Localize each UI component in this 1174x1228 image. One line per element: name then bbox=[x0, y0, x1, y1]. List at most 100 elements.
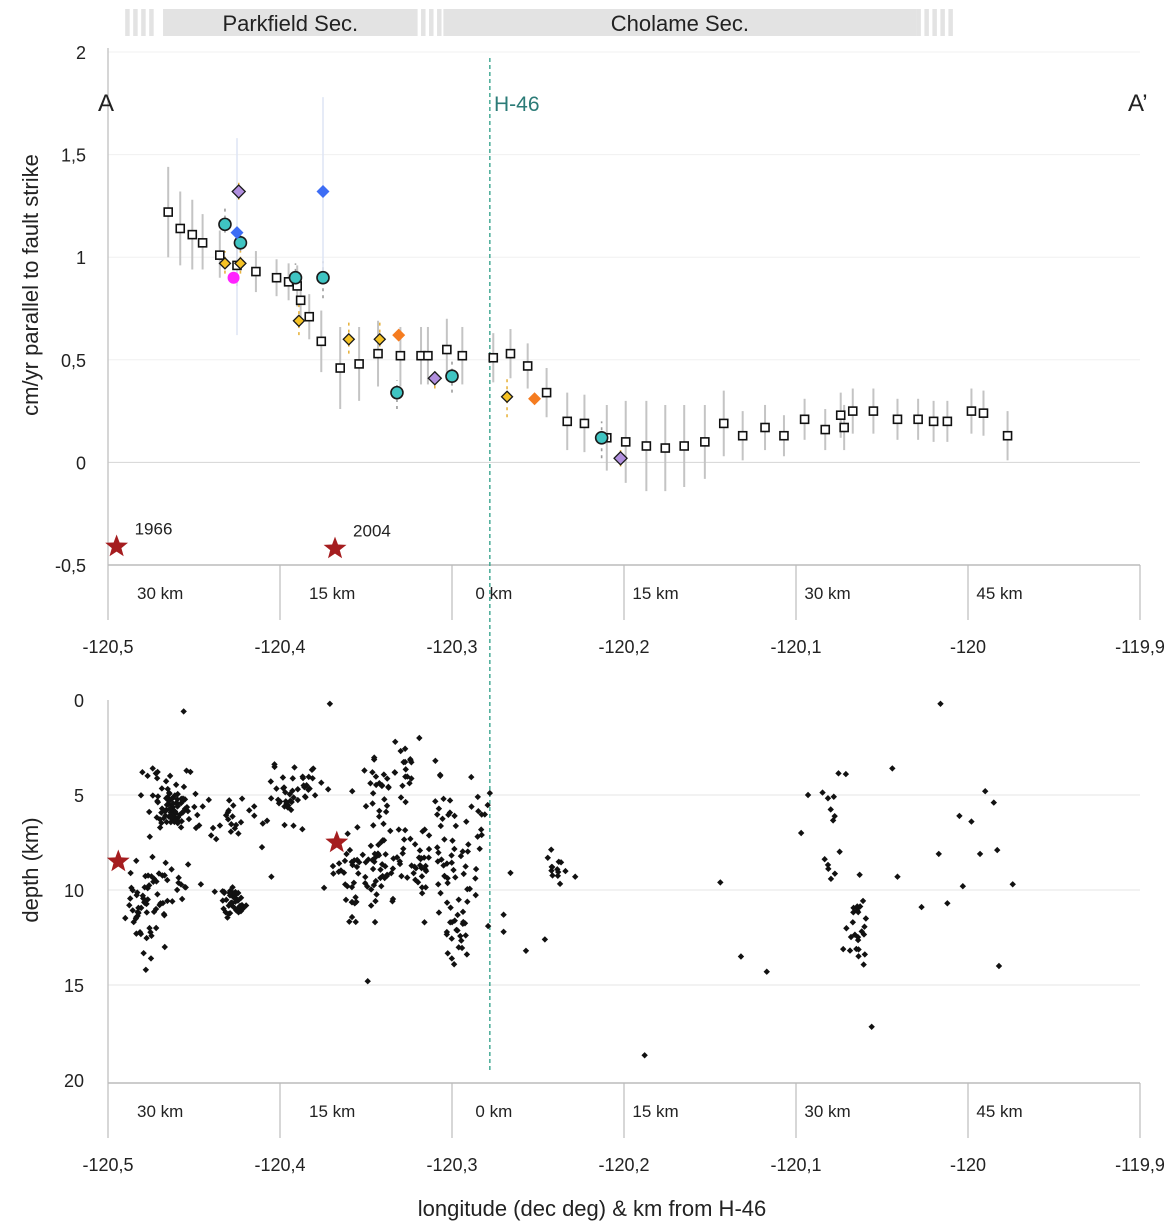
hypocentre-point bbox=[819, 789, 826, 796]
lon-tick-label: -120,1 bbox=[770, 637, 821, 657]
hypocentre-point bbox=[150, 875, 158, 882]
hypocentre-point bbox=[372, 877, 380, 885]
hypocentre-point bbox=[418, 889, 426, 897]
creep-ytick-label: 2 bbox=[76, 43, 86, 63]
hypocentre-point bbox=[391, 769, 398, 776]
hypocentre-point bbox=[475, 808, 482, 815]
hypocentre-point bbox=[163, 801, 171, 809]
hypocentre-point bbox=[444, 879, 451, 887]
hypocentre-point bbox=[463, 818, 470, 825]
lon-tick-label: -120,1 bbox=[770, 1155, 821, 1175]
creep-square-point bbox=[304, 311, 315, 322]
hypocentre-point bbox=[763, 968, 770, 975]
hypocentre-point bbox=[142, 966, 150, 973]
hypocentre-point bbox=[641, 1052, 648, 1059]
hypocentre-point bbox=[147, 929, 154, 936]
hypocentre-point bbox=[370, 881, 378, 889]
hypocentre-point bbox=[468, 803, 475, 810]
hypocentre-point bbox=[122, 914, 129, 922]
hypocentre-point bbox=[378, 838, 385, 845]
hypocentre-point bbox=[372, 854, 379, 861]
hypocentre-point bbox=[437, 822, 444, 830]
creep-square-point bbox=[354, 359, 364, 369]
hypocentre-point bbox=[144, 772, 151, 780]
creep-square-point bbox=[737, 430, 748, 441]
hypocentre-point bbox=[444, 950, 451, 957]
hypocentre-point bbox=[376, 813, 383, 820]
hypocentre-point bbox=[392, 738, 399, 745]
hypocentre-point bbox=[220, 905, 227, 912]
hypocentre-point bbox=[450, 866, 457, 874]
hypocentre-point bbox=[443, 899, 451, 906]
creep-square-point bbox=[799, 414, 810, 425]
hypocentre-point bbox=[344, 883, 351, 890]
hypocentre-point bbox=[437, 889, 444, 897]
hypocentre-point bbox=[935, 850, 942, 858]
hypocentre-point bbox=[373, 891, 380, 898]
hypocentre-point bbox=[402, 766, 409, 773]
hypocentre-point bbox=[399, 782, 406, 789]
creep-square-point bbox=[541, 387, 552, 398]
hypocentre-point bbox=[821, 856, 828, 863]
lon-tick-label: -120,5 bbox=[82, 1155, 133, 1175]
lon-tick-label: -120,5 bbox=[82, 637, 133, 657]
hypocentre-point bbox=[412, 876, 419, 884]
hypocentre-point bbox=[305, 773, 312, 781]
hypocentre-point bbox=[343, 850, 350, 858]
km-tick-label: 0 km bbox=[475, 1102, 512, 1121]
hypocentre-point bbox=[449, 837, 456, 844]
hypocentre-point bbox=[164, 876, 171, 884]
hypocentre-point bbox=[154, 891, 161, 898]
hypocentre-point bbox=[418, 884, 426, 891]
hypocentre-point bbox=[235, 830, 242, 837]
hypocentre-point bbox=[148, 932, 155, 939]
hypocentre-point bbox=[226, 797, 233, 804]
hypocentre-point bbox=[179, 795, 187, 802]
hypocentre-point bbox=[465, 841, 472, 848]
seismicity-marks bbox=[106, 700, 1016, 1059]
hypocentre-point bbox=[557, 859, 565, 866]
hypocentre-point bbox=[133, 891, 140, 899]
hypocentre-point bbox=[406, 779, 413, 787]
hypocentre-point bbox=[287, 797, 294, 805]
hypocentre-point bbox=[182, 884, 189, 891]
hypocentre-point bbox=[141, 884, 148, 891]
hypocentre-point bbox=[229, 813, 236, 820]
lon-tick-label: -120,2 bbox=[598, 1155, 649, 1175]
hypocentre-point bbox=[165, 789, 173, 797]
hypocentre-point bbox=[447, 904, 454, 911]
hypocentre-point bbox=[407, 835, 414, 843]
section-band bbox=[163, 9, 418, 36]
hypocentre-point bbox=[446, 797, 454, 804]
creep-diamond-point bbox=[234, 256, 247, 270]
km-tick-label: 45 km bbox=[976, 1102, 1022, 1121]
hypocentre-point bbox=[385, 784, 392, 791]
hypocentre-point bbox=[167, 818, 175, 826]
creep-square-point bbox=[373, 348, 383, 359]
hypocentre-point bbox=[348, 913, 356, 921]
hypocentre-point bbox=[318, 779, 325, 786]
km-tick-label: 30 km bbox=[804, 1102, 850, 1121]
creep-square-point bbox=[395, 350, 406, 361]
hypocentre-point bbox=[153, 775, 161, 782]
creep-grid: 2 1,5 1 0,5 0 -0,5 bbox=[55, 43, 1140, 576]
hypocentre-point bbox=[246, 807, 253, 814]
hypocentre-point bbox=[369, 790, 377, 797]
creep-circle-point bbox=[218, 217, 232, 232]
hypocentre-point bbox=[367, 780, 374, 787]
creep-diamond-point bbox=[427, 370, 443, 386]
hypocentre-point bbox=[435, 805, 443, 812]
hypocentre-point bbox=[434, 858, 442, 865]
hypocentre-point bbox=[835, 770, 842, 777]
hypocentre-point bbox=[225, 807, 232, 814]
earthquake-star bbox=[105, 534, 128, 557]
hypocentre-point bbox=[412, 865, 420, 872]
corner-label-left: A bbox=[98, 90, 114, 117]
hypocentre-point bbox=[205, 796, 212, 804]
hypocentre-point bbox=[486, 789, 494, 797]
hypocentre-point bbox=[228, 899, 235, 906]
hypocentre-point bbox=[294, 786, 301, 793]
creep-ylabel: cm/yr parallel to fault strike bbox=[18, 154, 43, 416]
hypocentre-point bbox=[159, 899, 167, 907]
hypocentre-point bbox=[378, 882, 385, 890]
